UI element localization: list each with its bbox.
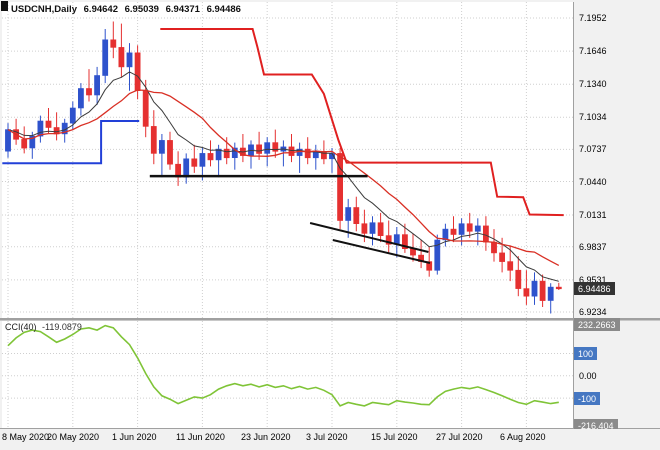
price-axis-label: 7.0440 [579,177,607,187]
price-axis-label: 6.9234 [579,307,607,317]
price-axis-label: 6.9837 [579,242,607,252]
time-axis-label: 1 Jun 2020 [112,432,157,442]
price-axis[interactable]: 7.1952 7.1646 7.1340 7.1034 7.0737 7.0440 7.01… [574,0,660,428]
cci-level-minus-100-badge: -100 [574,392,601,405]
time-axis-label: 20 May 2020 [47,432,100,442]
time-axis-label: 6 Aug 2020 [500,432,546,442]
cci-min-badge: -216.404 [574,419,618,432]
ohlc-header: USDCNH,Daily 6.94642 6.95039 6.94371 6.9… [11,4,245,15]
price-axis-label: 6.9531 [579,275,607,285]
price-axis-label: 7.1340 [579,79,607,89]
cci-zero-label: 0.00 [579,371,597,381]
close-value: 6.94486 [206,4,241,15]
time-axis-label: 11 Jun 2020 [176,432,225,442]
chart-corner-icon [1,1,8,11]
cci-name: CCI(40) [5,322,37,332]
time-axis[interactable]: 8 May 2020 20 May 2020 1 Jun 2020 11 Jun 20… [0,429,660,450]
cci-level-100-badge: 100 [574,347,598,360]
price-axis-label: 7.1646 [579,46,607,56]
price-axis-label: 7.0131 [579,210,607,220]
price-axis-label: 7.0737 [579,144,607,154]
high-value: 6.95039 [124,4,159,15]
cci-value: -119.0879 [42,322,82,332]
time-axis-label: 23 Jun 2020 [241,432,291,442]
time-axis-label: 15 Jul 2020 [371,432,418,442]
time-axis-label: 3 Jul 2020 [306,432,348,442]
price-axis-label: 7.1952 [579,13,607,23]
price-axis-label: 7.1034 [579,112,607,122]
time-axis-label: 27 Jul 2020 [436,432,483,442]
cci-indicator-label: CCI(40) -119.0879 [5,322,82,332]
low-value: 6.94371 [165,4,200,15]
symbol-timeframe-label: USDCNH,Daily [11,4,77,15]
current-price-badge: 6.94486 [574,282,615,295]
open-value: 6.94642 [83,4,118,15]
cci-max-badge: 232.2663 [574,318,620,331]
time-axis-label: 8 May 2020 [2,432,50,442]
